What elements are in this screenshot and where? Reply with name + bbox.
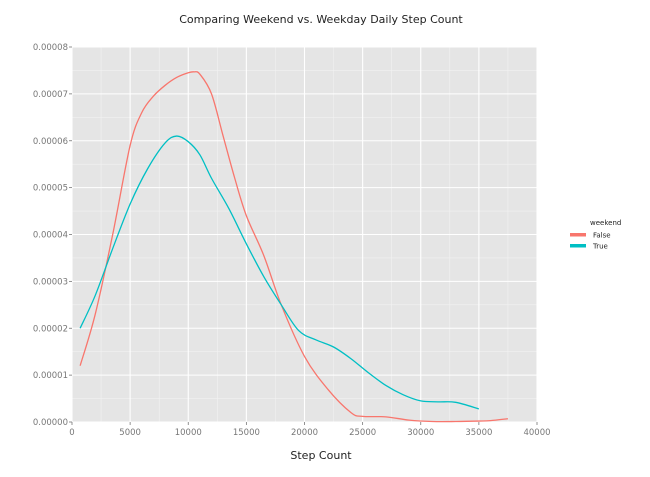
x-axis-label: Step Count <box>290 449 352 462</box>
x-tick-label: 10000 <box>175 428 202 438</box>
legend-title: weekend <box>590 219 621 227</box>
legend-label-true: True <box>592 243 608 251</box>
x-tick-label: 25000 <box>349 428 376 438</box>
y-tick-label: 0.00003 <box>33 277 68 287</box>
y-tick-label: 0.00000 <box>33 418 68 428</box>
series-lines <box>79 71 509 423</box>
legend-key-false <box>570 233 586 237</box>
x-tick-label: 15000 <box>233 428 260 438</box>
y-tick-label: 0.00005 <box>33 184 68 194</box>
y-tick-label: 0.00007 <box>33 90 68 100</box>
series-line-true <box>79 135 480 410</box>
y-tick-label: 0.00001 <box>33 371 68 381</box>
x-axis-ticks: 0 5000 10000 15000 20000 25000 30000 35000 40000 <box>69 422 551 438</box>
y-tick-label: 0.00004 <box>33 231 68 241</box>
legend-label-false: False <box>593 232 611 240</box>
chart-title: Comparing Weekend vs. Weekday Daily Step… <box>179 13 463 26</box>
series-line-false <box>79 71 509 423</box>
legend-key-true <box>570 244 586 248</box>
x-tick-label: 30000 <box>407 428 434 438</box>
x-tick-label: 20000 <box>291 428 318 438</box>
x-tick-label: 40000 <box>523 428 550 438</box>
y-tick-label: 0.00006 <box>33 137 68 147</box>
x-tick-label: 5000 <box>119 428 141 438</box>
x-tick-label: 0 <box>69 428 74 438</box>
legend: weekend False True <box>570 219 621 251</box>
y-axis-ticks: 0.00000 0.00001 0.00002 0.00003 0.00004 0.000… <box>33 43 72 428</box>
y-tick-label: 0.00008 <box>33 43 68 53</box>
x-tick-label: 35000 <box>465 428 492 438</box>
y-tick-label: 0.00002 <box>33 324 68 334</box>
